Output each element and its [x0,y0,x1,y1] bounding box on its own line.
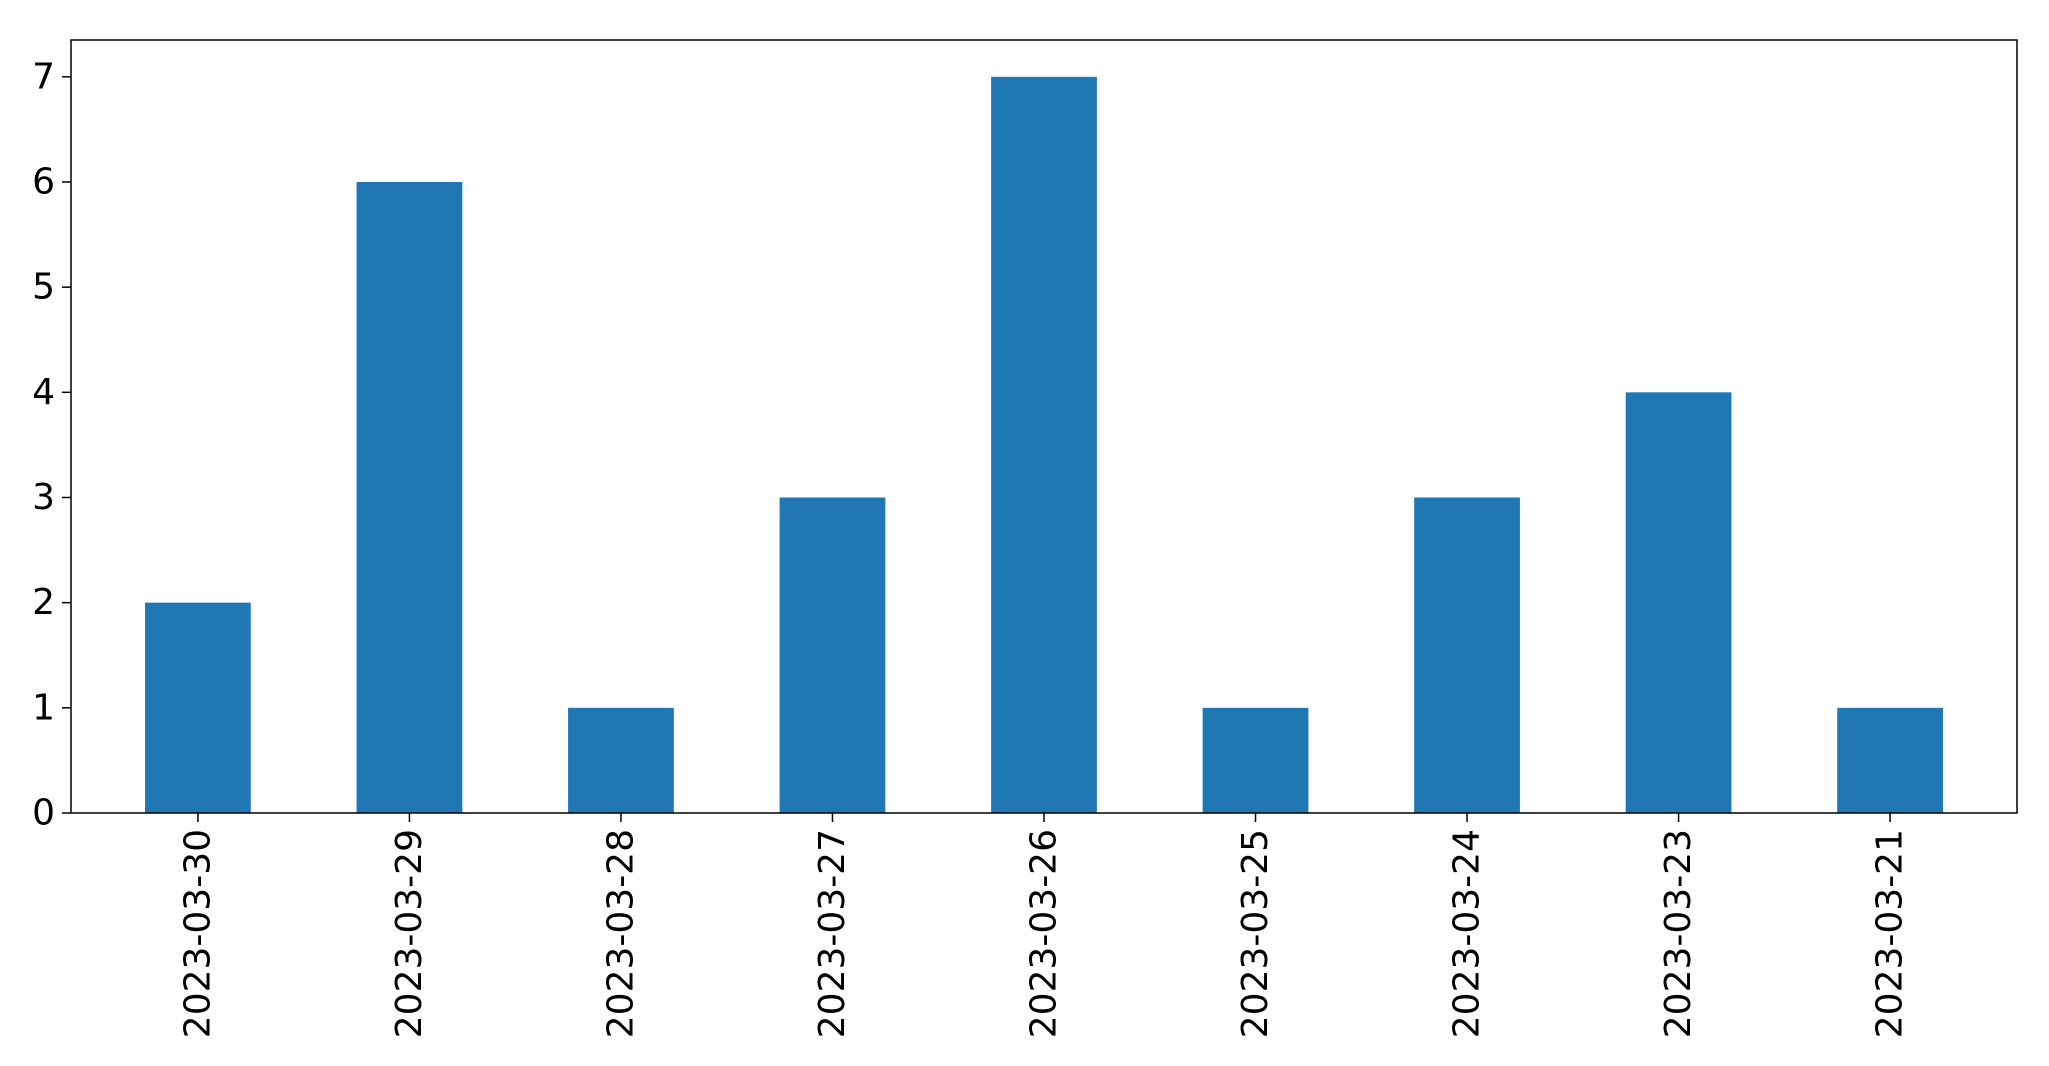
x-axis: 2023-03-30 2023-03-29 2023-03-28 2023-03-27… [177,813,1911,1038]
y-tick-label-7: 7 [32,56,55,97]
x-tick-label-4: 2023-03-26 [1024,829,1065,1038]
bar-2023-03-29 [356,181,463,813]
x-tick-label-3: 2023-03-27 [812,829,853,1038]
bar-2023-03-24 [1414,497,1520,813]
y-tick-label-6: 6 [32,161,55,202]
x-tick-label-6: 2023-03-24 [1447,829,1488,1038]
x-tick-label-5: 2023-03-25 [1235,829,1276,1038]
x-tick-label-2: 2023-03-28 [600,829,641,1038]
bar-2023-03-21 [1837,707,1943,813]
x-tick-label-1: 2023-03-29 [389,829,430,1038]
bar-2023-03-25 [1202,707,1309,813]
x-tick-label-8: 2023-03-21 [1870,829,1911,1038]
x-tick-label-0: 2023-03-30 [177,829,218,1038]
bar-2023-03-30 [145,602,251,813]
bar-2023-03-28 [568,707,674,813]
bar-series [145,76,1943,814]
y-tick-label-5: 5 [32,267,55,308]
bar-2023-03-27 [779,497,886,813]
y-tick-label-4: 4 [32,372,55,413]
y-tick-label-0: 0 [32,793,55,834]
y-tick-label-1: 1 [32,687,55,728]
y-tick-label-3: 3 [32,477,55,518]
x-tick-label-7: 2023-03-23 [1658,829,1699,1038]
y-axis: 0 1 2 3 4 5 6 7 [32,56,71,834]
bar-2023-03-23 [1625,392,1732,813]
plot-frame [70,39,2018,814]
bar-2023-03-26 [991,76,1097,814]
y-tick-label-2: 2 [32,582,55,623]
